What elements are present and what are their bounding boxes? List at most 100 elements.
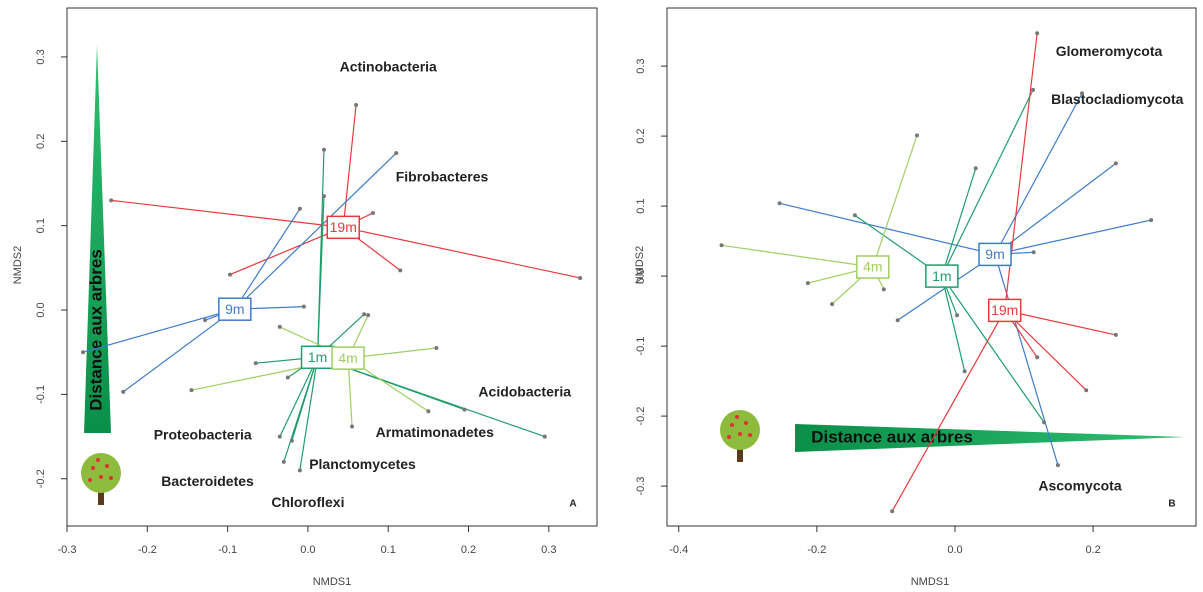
tree-icon (720, 410, 760, 462)
y-tick-label: -0.2 (635, 407, 647, 426)
site-point (398, 268, 403, 273)
spider-line (316, 196, 325, 358)
spider-line (299, 357, 319, 471)
site-point (578, 275, 583, 280)
site-point (277, 434, 282, 439)
panel-label: A (569, 499, 576, 510)
site-point (1149, 218, 1154, 223)
site-point (1084, 388, 1089, 393)
gradient-label: Distance aux arbres (86, 249, 105, 411)
site-point (1035, 31, 1040, 36)
spider-line (111, 199, 344, 228)
y-tick-label: -0.3 (635, 477, 647, 496)
site-point (542, 434, 547, 439)
site-point (277, 324, 282, 329)
site-point (1055, 463, 1060, 468)
site-point (289, 438, 294, 443)
plot-frame (666, 7, 1197, 527)
site-point (362, 312, 367, 317)
site-point (805, 281, 810, 286)
centroid-label: 9m (225, 301, 244, 317)
spider-line (994, 254, 1059, 466)
centroid-box (856, 255, 890, 279)
site-point (81, 350, 86, 355)
site-point (301, 304, 306, 309)
site-point (1113, 332, 1118, 337)
site-point (321, 147, 326, 152)
x-tick-label: 0.2 (461, 544, 476, 556)
spider-line (941, 275, 1045, 423)
x-tick-label: 0.1 (381, 544, 396, 556)
centroid-box (218, 297, 252, 321)
taxon-label: Actinobacteria (340, 59, 437, 75)
site-point (830, 302, 835, 307)
site-point (189, 388, 194, 393)
site-point (253, 361, 258, 366)
taxon-label: Fibrobacteres (396, 168, 489, 184)
distance-gradient (84, 45, 111, 433)
spider-line (941, 275, 966, 372)
centroid-label: 1m (308, 349, 327, 365)
spider-line (994, 219, 1152, 255)
taxon-label: Chloroflexi (271, 494, 344, 510)
panel-label: B (1168, 499, 1175, 510)
site-point (719, 243, 724, 248)
spider-line (279, 357, 319, 437)
taxon-label: Bacteroidetes (161, 473, 254, 489)
taxon-label: Blastocladiomycota (1051, 91, 1183, 107)
distance-gradient (795, 424, 1186, 452)
centroid-box (987, 298, 1022, 323)
site-point (1031, 87, 1036, 92)
plot-frame (66, 7, 598, 527)
centroid-label: 1m (932, 268, 951, 284)
site-point (1035, 355, 1040, 360)
site-point (121, 389, 126, 394)
site-point (973, 166, 978, 171)
x-tick-label: -0.2 (807, 544, 826, 556)
centroid-label: 19m (991, 302, 1018, 318)
y-tick-label: 0.1 (35, 218, 47, 233)
centroid-label: 4m (863, 259, 882, 275)
y-axis-label: NMDS2 (634, 246, 646, 285)
x-tick-label: -0.3 (58, 544, 77, 556)
site-point (354, 103, 359, 108)
site-point (366, 313, 371, 318)
spider-line (1004, 309, 1117, 336)
x-tick-label: -0.1 (218, 544, 237, 556)
taxon-label: Glomeromycota (1056, 43, 1163, 59)
spider-line (291, 357, 319, 441)
gradient-label: Distance aux arbres (811, 427, 973, 446)
spider-line (872, 135, 918, 268)
panel: -0.4 -0.2 0.0 0.2 -0.3 -0.2 -0.1 0.0 0.1 0.2 0.3 NM… (634, 7, 1197, 588)
site-point (228, 272, 233, 277)
site-point (203, 318, 208, 323)
spider-line (82, 308, 235, 353)
site-point (370, 211, 375, 216)
site-point (297, 206, 302, 211)
y-tick-label: 0.1 (635, 198, 647, 213)
spider-line (234, 208, 301, 310)
spider-line (342, 104, 357, 228)
site-point (285, 375, 290, 380)
x-tick-label: 0.2 (1085, 544, 1100, 556)
y-tick-label: 0.3 (35, 49, 47, 64)
taxon-label: Armatimonadetes (376, 424, 494, 440)
spider-line (122, 308, 236, 393)
x-tick-label: 0.0 (300, 544, 315, 556)
spider-line (229, 226, 344, 276)
y-tick-label: 0.0 (635, 268, 647, 283)
y-tick-label: -0.1 (35, 385, 47, 404)
y-tick-label: 0.2 (35, 134, 47, 149)
spider-line (941, 168, 977, 277)
centroid-box (925, 264, 959, 288)
x-tick-label: -0.2 (138, 544, 157, 556)
site-point (1042, 420, 1047, 425)
panel: -0.3 -0.2 -0.1 0.0 0.1 0.2 0.3 -0.2 -0.1 0.0 0.1 0.… (12, 7, 598, 588)
site-point (321, 194, 326, 199)
y-tick-label: -0.1 (635, 337, 647, 356)
site-point (955, 313, 960, 318)
spider-line (234, 152, 397, 310)
site-point (895, 318, 900, 323)
site-point (1080, 91, 1085, 96)
centroid-box (978, 242, 1012, 267)
